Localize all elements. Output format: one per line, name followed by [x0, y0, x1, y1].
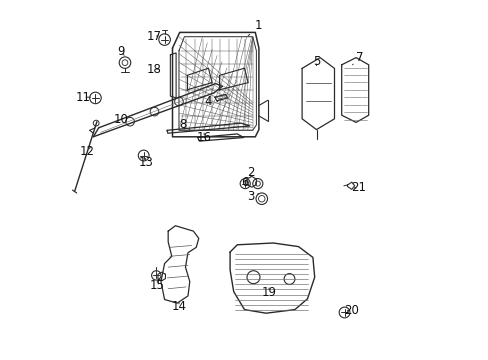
Text: 15: 15	[150, 279, 164, 292]
Text: 20: 20	[344, 304, 359, 317]
Text: 13: 13	[139, 156, 154, 169]
Text: 1: 1	[247, 19, 262, 36]
Text: 12: 12	[79, 145, 94, 158]
Text: 17: 17	[146, 30, 161, 42]
Text: 8: 8	[179, 118, 189, 131]
Text: 4: 4	[203, 95, 218, 108]
Text: 19: 19	[261, 286, 276, 299]
Text: 18: 18	[146, 63, 161, 76]
Text: 2: 2	[247, 166, 254, 179]
Text: 3: 3	[247, 190, 258, 203]
Text: 9: 9	[118, 45, 125, 58]
Text: 10: 10	[114, 113, 132, 126]
Text: 6: 6	[240, 176, 248, 189]
Text: 16: 16	[196, 131, 211, 144]
Text: 21: 21	[351, 181, 366, 194]
Text: 7: 7	[352, 51, 363, 65]
Text: 5: 5	[312, 55, 320, 68]
Text: 14: 14	[171, 300, 186, 313]
Text: 11: 11	[76, 91, 91, 104]
